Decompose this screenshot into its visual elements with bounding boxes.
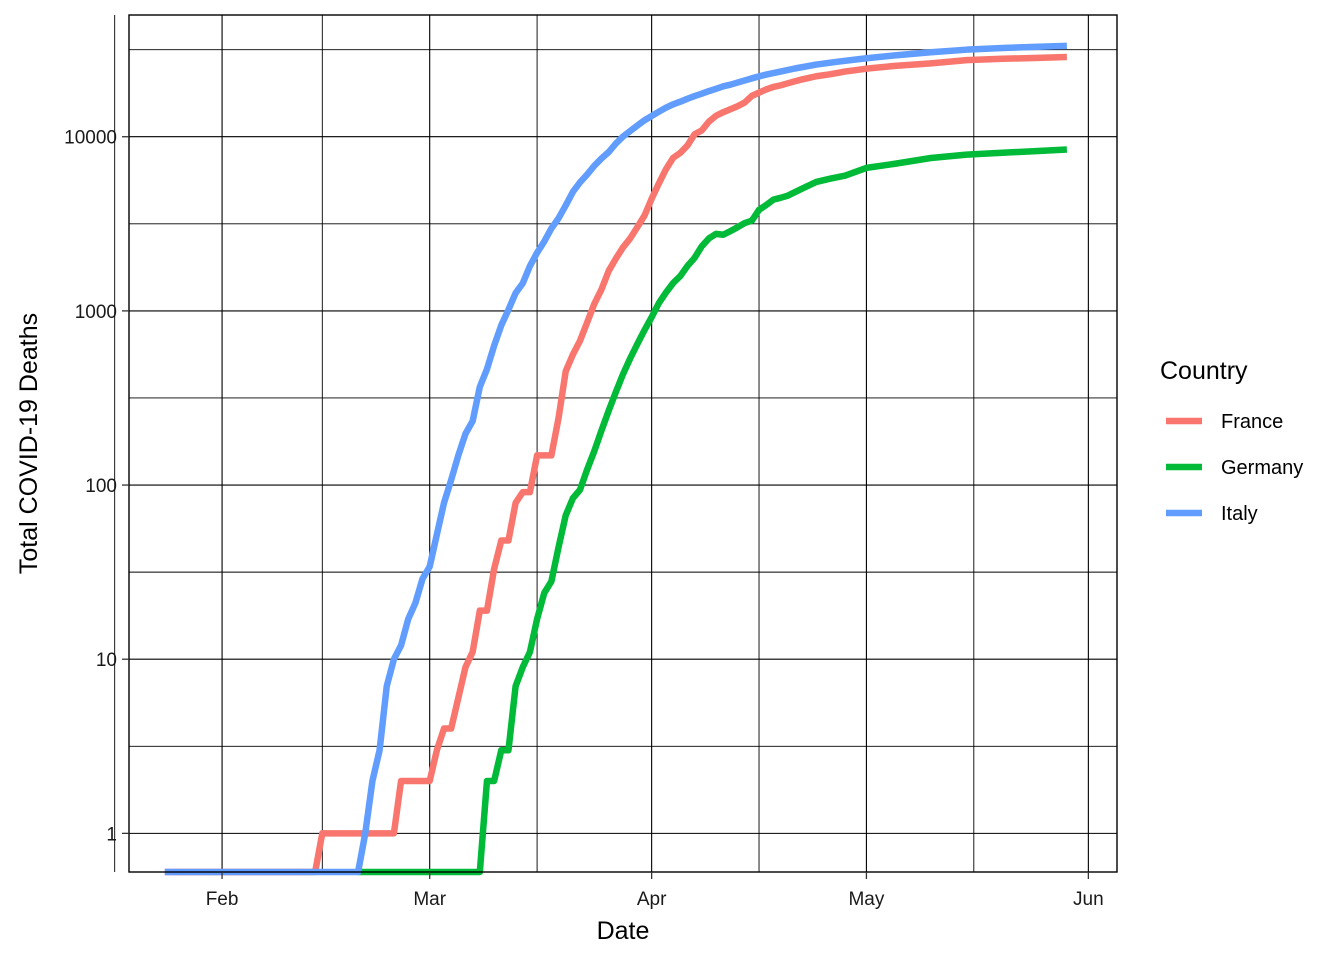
legend-items: France Germany Italy	[1166, 411, 1303, 525]
y-tick-label: 1	[106, 824, 117, 845]
x-tick-label: May	[848, 889, 884, 910]
x-tick-label: Mar	[413, 889, 446, 910]
legend: Country France Germany Italy	[1160, 357, 1303, 525]
series-lines	[164, 42, 1068, 876]
x-tick-label: Jun	[1073, 889, 1104, 910]
legend-label-germany: Germany	[1221, 457, 1303, 479]
y-tick-label: 100	[85, 476, 117, 497]
y-axis-title: Total COVID-19 Deaths	[15, 313, 43, 574]
series-line-germany	[358, 146, 1068, 876]
x-axis-ticks: Feb Mar Apr May Jun	[206, 872, 1104, 910]
legend-title: Country	[1160, 357, 1248, 385]
x-axis-title: Date	[597, 917, 650, 945]
y-tick-label: 1000	[75, 302, 117, 323]
series-line-france	[164, 53, 1067, 876]
y-tick-label: 10	[96, 650, 117, 671]
plot-panel-border	[128, 14, 1118, 873]
grid	[114, 15, 1117, 872]
y-axis-ticks: 1 10 100 1000 10000	[64, 128, 129, 845]
y-tick-label: 10000	[64, 128, 117, 149]
legend-label-italy: Italy	[1221, 503, 1258, 525]
x-tick-label: Feb	[206, 889, 239, 910]
legend-label-france: France	[1221, 411, 1283, 433]
series-line-italy	[164, 42, 1067, 876]
x-tick-label: Apr	[637, 889, 667, 910]
